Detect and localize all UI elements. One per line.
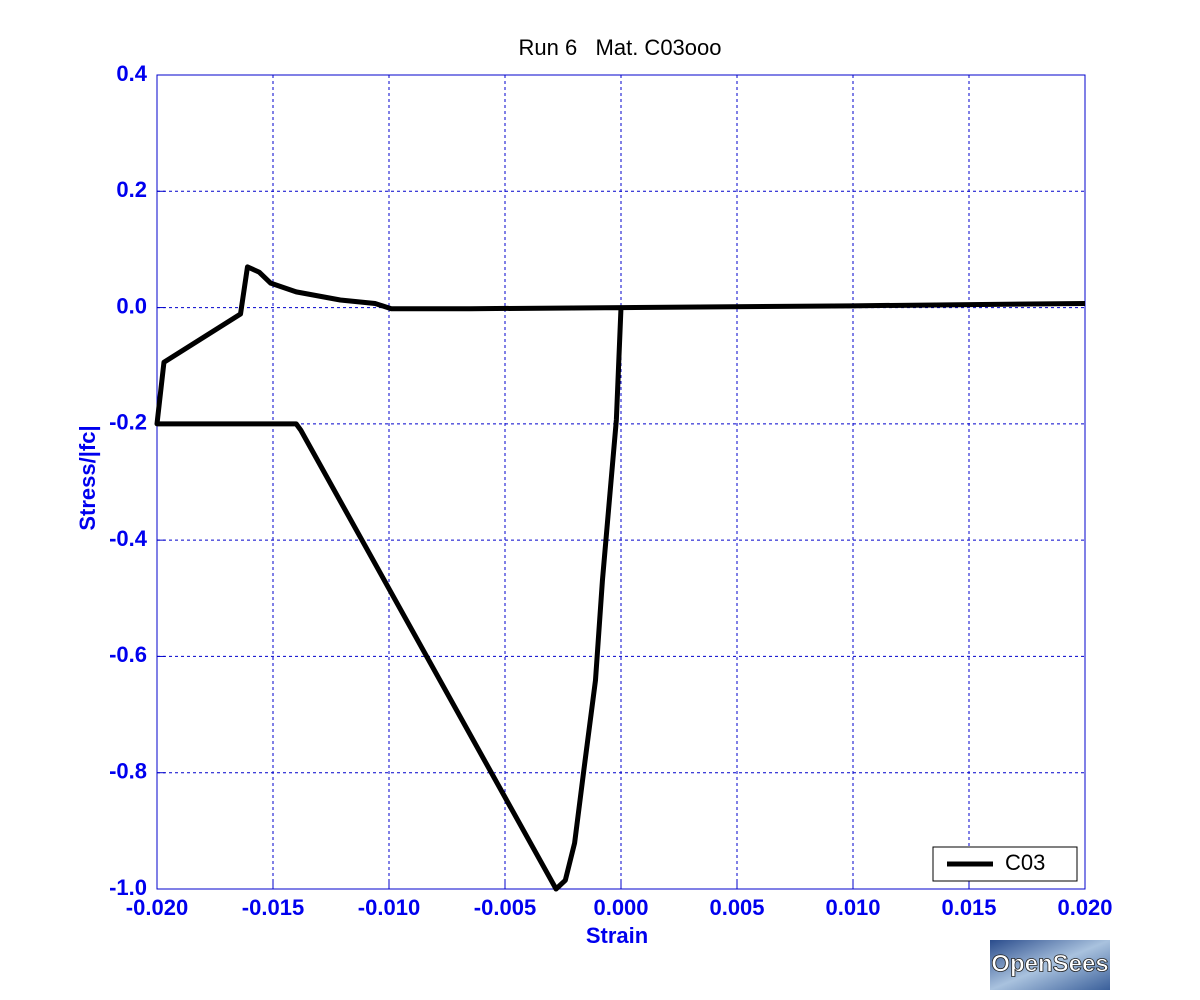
y-axis-label: Stress/|fc| — [75, 425, 100, 530]
logo-text: OpenSees — [991, 950, 1108, 977]
x-tick-label: 0.005 — [709, 895, 764, 920]
x-tick-label: -0.020 — [126, 895, 188, 920]
y-tick-label: 0.4 — [116, 61, 147, 86]
data-line — [154, 264, 1086, 892]
y-tick-label: -0.2 — [109, 410, 147, 435]
logo: OpenSees — [990, 940, 1110, 990]
x-tick-label: -0.005 — [474, 895, 536, 920]
x-tick-label: 0.015 — [941, 895, 996, 920]
y-tick-label: 0.0 — [116, 293, 147, 318]
x-tick-label: 0.010 — [825, 895, 880, 920]
logo-background — [990, 940, 1110, 990]
x-tick-label: -0.015 — [242, 895, 304, 920]
y-tick-label: -0.6 — [109, 642, 147, 667]
y-tick-label: -0.8 — [109, 759, 147, 784]
y-tick-label: 0.2 — [116, 177, 147, 202]
y-tick-label: -0.4 — [109, 526, 148, 551]
x-tick-label: 0.020 — [1057, 895, 1112, 920]
x-axis-label: Strain — [586, 923, 648, 948]
x-tick-label: 0.000 — [593, 895, 648, 920]
x-tick-label: -0.010 — [358, 895, 420, 920]
y-tick-label: -1.0 — [109, 875, 147, 900]
chart-title: Run 6 Mat. C03ooo — [518, 35, 721, 60]
legend-label: C03 — [1005, 850, 1045, 875]
